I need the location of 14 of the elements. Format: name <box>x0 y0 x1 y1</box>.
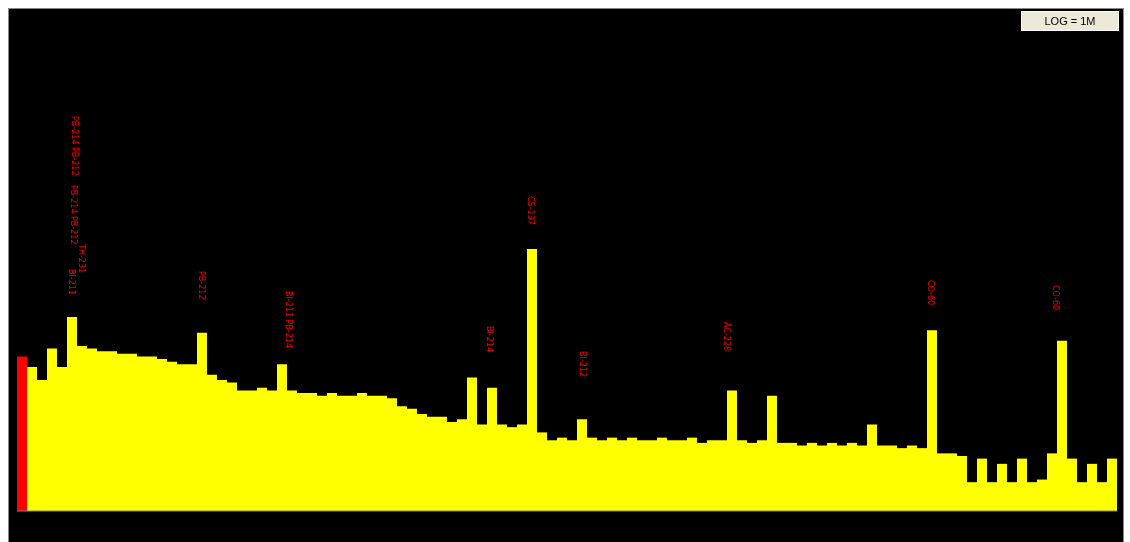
annotation: AC-228 <box>721 322 731 352</box>
annotation: BI-211 PB-214 <box>283 291 293 349</box>
text: PB-214 PB-212 <box>68 185 78 245</box>
annotation: BI-212 <box>577 351 587 378</box>
text: CS-137 <box>525 196 535 225</box>
bar <box>17 356 27 511</box>
annotation: TH-231 <box>76 243 86 274</box>
annotation: CO-60 <box>925 280 935 306</box>
annotation: BI-211 <box>66 269 76 296</box>
annotation: PB-212 <box>196 271 206 300</box>
annotation: CO-60 <box>1050 285 1060 311</box>
annotation: BI-214 <box>484 326 494 353</box>
text: PB-214 PB-212 <box>69 116 79 176</box>
text: LOG = 1M <box>1021 11 1119 31</box>
